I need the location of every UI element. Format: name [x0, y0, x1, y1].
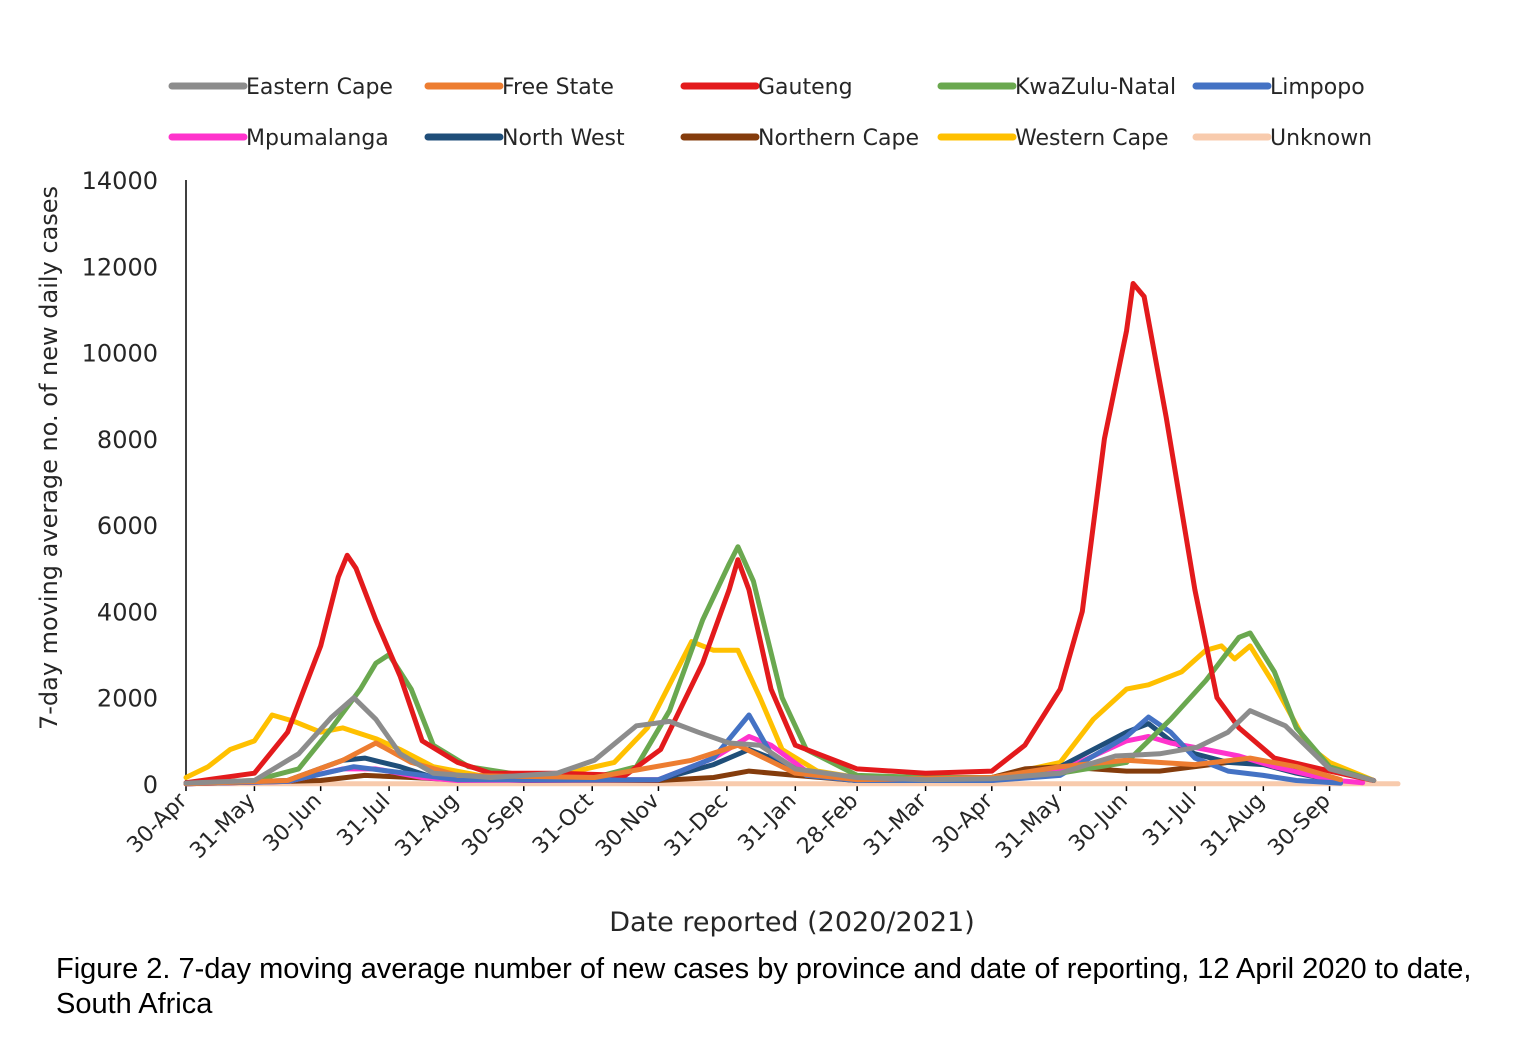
series-line-western-cape [183, 639, 1377, 783]
x-tick-label: 31-May [991, 789, 1066, 864]
figure-caption: Figure 2. 7-day moving average number of… [56, 953, 1472, 1020]
legend: Eastern Cape Free State Gauteng KwaZulu-Nat… [168, 75, 1372, 151]
legend-item-kwazulu-natal: KwaZulu-Natal [937, 75, 1176, 100]
legend-label: Northern Cape [758, 126, 919, 151]
x-tick-label: 30-Sep [1263, 789, 1335, 861]
x-tick-label: 30-Nov [591, 789, 664, 862]
legend-item-northern-cape: Northern Cape [680, 126, 919, 151]
series-line-free-state [183, 740, 1344, 787]
legend-label: KwaZulu-Natal [1015, 75, 1176, 100]
x-tick-label: 31-Mar [859, 788, 932, 861]
legend-label: Western Cape [1015, 126, 1169, 151]
y-tick-label: 12000 [82, 253, 158, 281]
y-tick-label: 14000 [82, 167, 158, 195]
series-line-kwazulu-natal [183, 544, 1377, 786]
legend-item-eastern-cape: Eastern Cape [168, 75, 393, 100]
series-layer [183, 281, 1401, 787]
y-axis: 0 2000 4000 6000 8000 10000 12000 14000 [82, 167, 187, 799]
legend-item-western-cape: Western Cape [937, 126, 1169, 151]
x-tick-label: 28-Feb [793, 789, 864, 860]
y-axis-label: 7-day moving average no. of new daily ca… [35, 186, 63, 730]
x-tick-label: 31-Aug [1196, 789, 1269, 862]
x-tick-label: 30-Jun [1064, 789, 1132, 857]
x-tick-label: 30-Apr [928, 788, 998, 858]
legend-label: Limpopo [1270, 75, 1365, 100]
legend-item-limpopo: Limpopo [1192, 75, 1365, 100]
x-tick-label: 30-Jun [259, 789, 327, 857]
legend-item-gauteng: Gauteng [680, 75, 853, 100]
legend-label: Unknown [1270, 126, 1372, 151]
legend-item-unknown: Unknown [1192, 126, 1372, 151]
x-axis-label: Date reported (2020/2021) [609, 907, 975, 938]
y-tick-label: 4000 [97, 598, 158, 626]
x-tick-label: 31-Dec [660, 789, 733, 862]
series-line-gauteng [183, 281, 1377, 786]
y-tick-label: 10000 [82, 340, 158, 368]
x-tick-label: 31-Jul [333, 789, 396, 852]
legend-label: Gauteng [758, 75, 853, 100]
legend-item-mpumalanga: Mpumalanga [168, 126, 389, 151]
x-tick-label: 31-Jul [1138, 789, 1201, 852]
legend-label: Mpumalanga [246, 126, 389, 151]
legend-item-north-west: North West [424, 126, 625, 151]
x-tick-label: 31-Jan [734, 789, 802, 857]
y-tick-label: 2000 [97, 685, 158, 713]
legend-label: North West [502, 126, 625, 151]
legend-item-free-state: Free State [424, 75, 614, 100]
y-tick-label: 0 [143, 771, 158, 799]
x-tick-label: 31-Aug [391, 789, 464, 862]
legend-label: Eastern Cape [246, 75, 393, 100]
covid-cases-line-chart: Eastern Cape Free State Gauteng KwaZulu-Nat… [35, 75, 1401, 938]
x-tick-label: 30-Sep [458, 789, 530, 861]
y-tick-label: 8000 [97, 426, 158, 454]
x-tick-label: 31-Oct [528, 788, 599, 859]
x-tick-label: 31-May [185, 789, 260, 864]
y-tick-label: 6000 [97, 512, 158, 540]
series-line-eastern-cape [183, 695, 1377, 786]
legend-label: Free State [502, 75, 614, 100]
